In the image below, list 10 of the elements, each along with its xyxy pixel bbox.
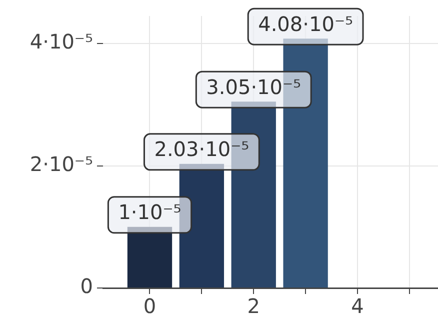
data-label: 2.03·10⁻⁵ bbox=[154, 137, 250, 162]
y-tick-label: 4·10⁻⁵ bbox=[30, 30, 93, 54]
data-label: 3.05·10⁻⁵ bbox=[206, 74, 302, 99]
y-tick-label: 2·10⁻⁵ bbox=[30, 152, 93, 176]
data-label: 1·10⁻⁵ bbox=[118, 200, 182, 224]
x-tick-label: 2 bbox=[247, 294, 260, 318]
data-label: 4.08·10⁻⁵ bbox=[258, 12, 354, 36]
x-tick-label: 0 bbox=[143, 294, 156, 318]
x-tick-label: 4 bbox=[351, 294, 364, 318]
y-tick-label: 0 bbox=[80, 274, 93, 298]
